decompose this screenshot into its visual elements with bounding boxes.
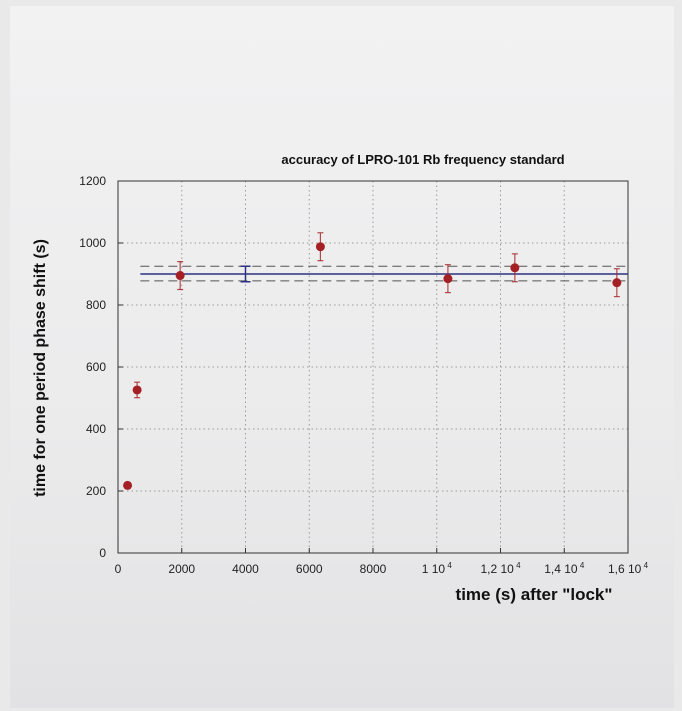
x-axis-label: time (s) after "lock" (456, 585, 613, 604)
axes: 0 200 400 600 800 1000 1200 0 2000 4000 6000 8000 1 … (79, 174, 648, 576)
y-tick-label: 400 (86, 422, 106, 436)
y-tick-label: 200 (86, 484, 106, 498)
data-point (175, 271, 185, 281)
series (123, 232, 628, 490)
paper-background (10, 6, 674, 708)
x-tick-label: 0 (115, 562, 122, 576)
x-tick-label: 1,6 10 4 (608, 561, 649, 576)
x-tick-label: 4000 (232, 562, 259, 576)
chart-title: accuracy of LPRO-101 Rb frequency standa… (281, 152, 564, 167)
y-tick-label: 800 (86, 298, 106, 312)
y-axis-label: time for one period phase shift (s) (32, 239, 49, 497)
y-tick-label: 1200 (79, 174, 106, 188)
x-tick-label: 1,4 10 4 (544, 561, 585, 576)
data-point (132, 385, 142, 395)
data-point (123, 480, 133, 490)
x-tick-label: 1,2 10 4 (480, 561, 521, 576)
x-tick-label: 8000 (360, 562, 387, 576)
data-point (612, 278, 622, 288)
data-point (510, 263, 520, 273)
x-tick-label: 2000 (168, 562, 195, 576)
data-point (315, 242, 325, 252)
x-tick-label: 6000 (296, 562, 323, 576)
grid (118, 181, 628, 553)
y-tick-label: 1000 (79, 236, 106, 250)
x-tick-label: 1 10 4 (422, 561, 453, 576)
y-tick-label: 600 (86, 360, 106, 374)
data-point (443, 274, 453, 284)
y-tick-label: 0 (99, 546, 106, 560)
